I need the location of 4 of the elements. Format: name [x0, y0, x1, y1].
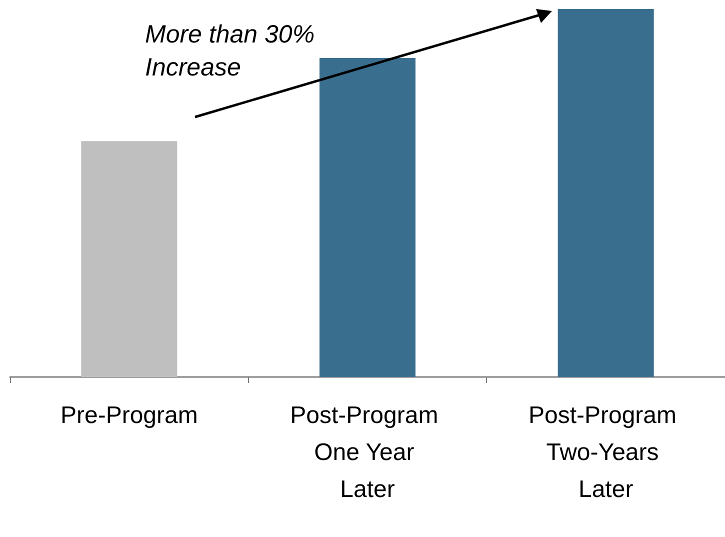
x-tick-label: Post-Program Two-Years Later: [528, 402, 684, 503]
annotation: More than 30% Increase: [145, 20, 322, 82]
x-tick-label: Pre-Program: [60, 402, 198, 429]
x-tick-label: Post-Program One Year Later: [290, 402, 445, 503]
